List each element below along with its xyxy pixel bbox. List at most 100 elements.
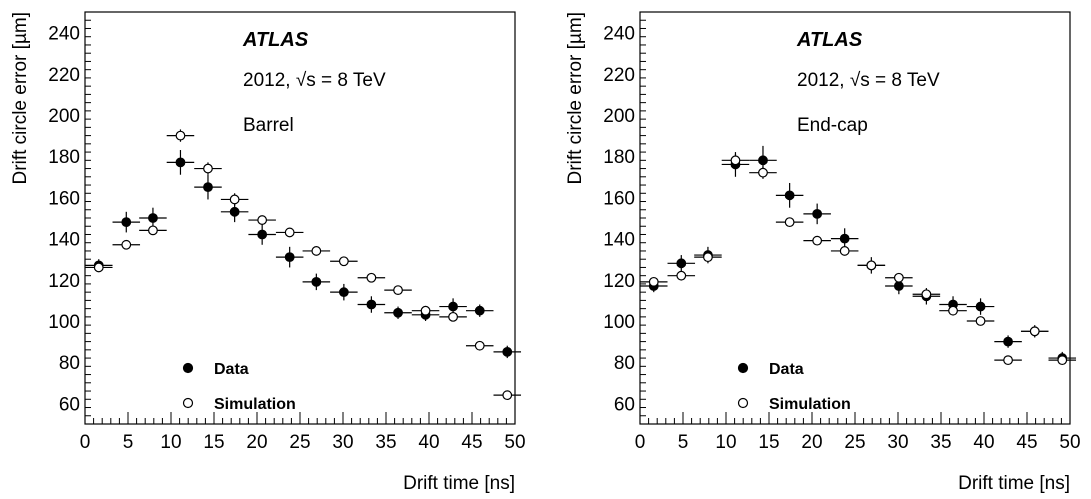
y-tick-label: 240: [603, 24, 635, 45]
y-tick-label: 100: [48, 312, 80, 333]
x-tick-label: 40: [973, 432, 994, 453]
x-tick-label: 25: [289, 432, 310, 453]
energy-suffix: = 8 TeV: [870, 70, 940, 91]
simulation-point: [1029, 326, 1040, 337]
y-tick-label: 220: [48, 65, 80, 86]
x-tick-label: 45: [1016, 432, 1037, 453]
energy-sqrt-arg: s: [860, 70, 870, 91]
y-tick-label: 220: [603, 65, 635, 86]
x-tick-label: 40: [418, 432, 439, 453]
data-point: [893, 281, 904, 291]
legend-data-marker: [182, 362, 194, 374]
x-tick-label: 50: [504, 432, 525, 453]
simulation-point: [474, 340, 485, 351]
x-tick-label: 0: [635, 432, 646, 453]
region-label: End-cap: [797, 115, 868, 136]
data-point: [676, 258, 687, 269]
legend-label: Simulation: [769, 396, 851, 413]
x-tick-label: 50: [1059, 432, 1080, 453]
x-tick-label: 35: [375, 432, 396, 453]
simulation-point: [921, 289, 932, 300]
simulation-point: [284, 227, 295, 238]
y-tick-label: 80: [614, 353, 635, 374]
simulation-point: [839, 246, 850, 256]
sqrt-symbol: √: [296, 70, 307, 91]
y-tick-label: 60: [614, 394, 635, 415]
data-point: [474, 305, 485, 316]
simulation-point: [703, 252, 713, 263]
y-tick-label: 140: [48, 230, 80, 251]
x-tick-label: 15: [203, 432, 224, 453]
data-point: [175, 157, 186, 168]
y-tick-label: 200: [48, 106, 80, 127]
y-tick-label: 140: [603, 230, 635, 251]
experiment-label: ATLAS: [796, 29, 863, 51]
legend-label: Simulation: [214, 396, 296, 413]
simulation-point: [420, 305, 431, 316]
x-tick-label: 5: [678, 432, 689, 453]
legend-label: Data: [769, 361, 804, 378]
y-tick-label: 160: [603, 188, 635, 209]
x-tick-label: 20: [801, 432, 822, 453]
simulation-point: [784, 217, 795, 228]
x-ticks: 0 5 10 15 20 25 30 35 40 45 50: [635, 412, 1081, 453]
y-ticks: 60 80 100 120 140 160 180 200 220 240: [603, 11, 646, 425]
y-tick-label: 200: [603, 106, 635, 127]
simulation-point: [338, 256, 349, 267]
sqrt-symbol: √: [850, 70, 861, 91]
x-tick-label: 30: [887, 432, 908, 453]
energy-prefix: 2012,: [243, 70, 296, 91]
simulation-point: [812, 235, 823, 246]
simulation-point: [866, 260, 877, 271]
energy-label: 2012, √s = 8 TeV: [243, 70, 386, 91]
simulation-point: [648, 276, 659, 287]
x-axis-title: Drift time [ns]: [958, 473, 1070, 494]
y-tick-label: 180: [48, 147, 80, 168]
simulation-point: [502, 390, 513, 401]
simulation-point: [203, 163, 213, 174]
simulation-point: [393, 285, 403, 296]
data-point: [229, 206, 240, 217]
data-point: [758, 155, 768, 166]
legend-simulation-marker: [182, 397, 194, 409]
data-point: [203, 182, 213, 193]
x-tick-label: 45: [461, 432, 482, 453]
data-point: [448, 301, 458, 312]
simulation-point: [948, 305, 958, 316]
data-point: [975, 301, 986, 312]
y-tick-label: 120: [603, 271, 635, 292]
simulation-point: [175, 130, 186, 141]
data-marks: [640, 145, 1077, 366]
energy-suffix: = 8 TeV: [316, 70, 386, 91]
data-point: [338, 287, 349, 298]
simulation-point: [1057, 355, 1068, 366]
data-marks: [85, 129, 522, 401]
data-point: [812, 208, 823, 219]
simulation-point: [448, 311, 458, 322]
data-point: [121, 217, 132, 228]
simulation-point: [366, 272, 377, 283]
x-tick-label: 0: [80, 432, 91, 453]
chart-panel-left: 0 5 10 15 20 25 30 35 40 45 50 60 80 100 120 140 160 180…: [10, 11, 526, 494]
x-tick-label: 15: [758, 432, 779, 453]
simulation-point: [229, 194, 240, 205]
chart-panel-right: 0 5 10 15 20 25 30 35 40 45 50 60 80 100 120 140 160 180…: [565, 11, 1081, 494]
y-ticks: 60 80 100 120 140 160 180 200 220 240: [48, 11, 91, 425]
legend-simulation-marker: [737, 397, 749, 409]
simulation-point: [311, 246, 322, 256]
y-tick-label: 60: [59, 394, 80, 415]
data-point: [502, 347, 513, 357]
y-tick-label: 180: [603, 147, 635, 168]
data-point: [839, 233, 850, 244]
y-tick-label: 100: [603, 312, 635, 333]
energy-prefix: 2012,: [797, 70, 850, 91]
simulation-point: [676, 270, 687, 281]
data-point: [366, 299, 377, 310]
x-tick-label: 10: [160, 432, 181, 453]
y-axis-title: Drift circle error [µm]: [565, 12, 586, 184]
simulation-point: [1003, 355, 1013, 366]
legend-data-marker: [737, 362, 749, 374]
data-point: [1003, 336, 1013, 347]
y-tick-label: 240: [48, 24, 80, 45]
